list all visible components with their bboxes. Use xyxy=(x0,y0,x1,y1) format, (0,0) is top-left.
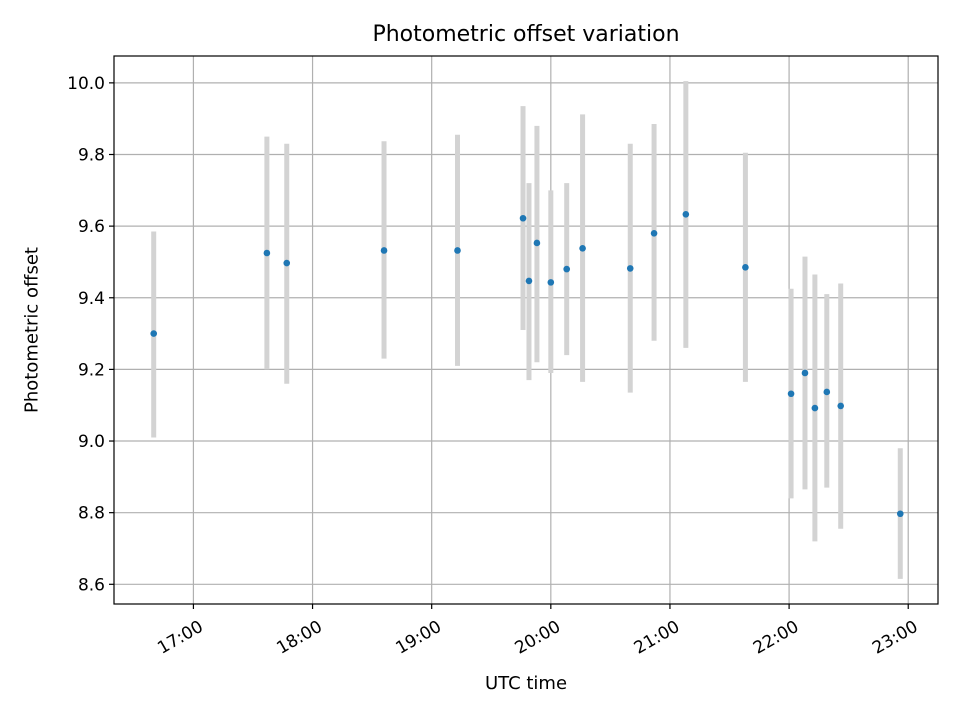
data-point xyxy=(263,249,271,257)
data-point xyxy=(742,264,749,271)
y-tick-label: 9.0 xyxy=(78,432,105,452)
data-point xyxy=(579,245,586,252)
data-point xyxy=(626,265,634,272)
data-point xyxy=(682,211,690,218)
data-point xyxy=(533,239,541,247)
y-tick-label: 8.6 xyxy=(78,575,105,595)
data-point xyxy=(150,330,158,337)
x-tick-label: 22:00 xyxy=(750,617,802,659)
y-tick-label: 8.8 xyxy=(78,504,105,524)
y-tick-label: 9.6 xyxy=(78,217,105,237)
x-tick-label: 19:00 xyxy=(393,617,445,659)
chart-title: Photometric offset variation xyxy=(372,22,680,47)
y-tick-label: 9.8 xyxy=(78,145,105,165)
data-point xyxy=(801,369,809,377)
data-point xyxy=(283,259,291,267)
data-points xyxy=(150,211,904,518)
x-axis-label: UTC time xyxy=(484,673,568,694)
data-point xyxy=(650,229,658,237)
data-point xyxy=(787,390,795,398)
data-point xyxy=(525,277,533,285)
data-point xyxy=(563,265,571,273)
data-point xyxy=(823,388,831,396)
x-tick-label: 21:00 xyxy=(631,617,683,659)
y-axis-ticks: 8.6 8.8 9.0 9.2 9.4 9.6 9.8 10.0 xyxy=(67,74,114,595)
x-tick-label: 20:00 xyxy=(512,617,564,659)
y-tick-label: 9.2 xyxy=(78,360,105,380)
x-tick-label: 23:00 xyxy=(869,617,921,659)
data-point xyxy=(896,510,904,518)
x-tick-label: 18:00 xyxy=(273,617,325,659)
x-tick-label: 17:00 xyxy=(154,617,206,659)
y-tick-label: 10.0 xyxy=(67,74,105,94)
data-point xyxy=(811,404,819,412)
y-tick-label: 9.4 xyxy=(78,289,105,309)
data-point xyxy=(547,279,555,286)
plot-frame xyxy=(113,55,939,605)
data-point xyxy=(454,247,461,254)
data-point xyxy=(837,402,845,410)
data-point xyxy=(519,214,527,222)
x-axis-ticks: 17:00 18:00 19:00 20:00 21:00 22:00 23:00 xyxy=(154,604,922,659)
data-point xyxy=(380,247,388,254)
error-bars xyxy=(151,81,903,579)
